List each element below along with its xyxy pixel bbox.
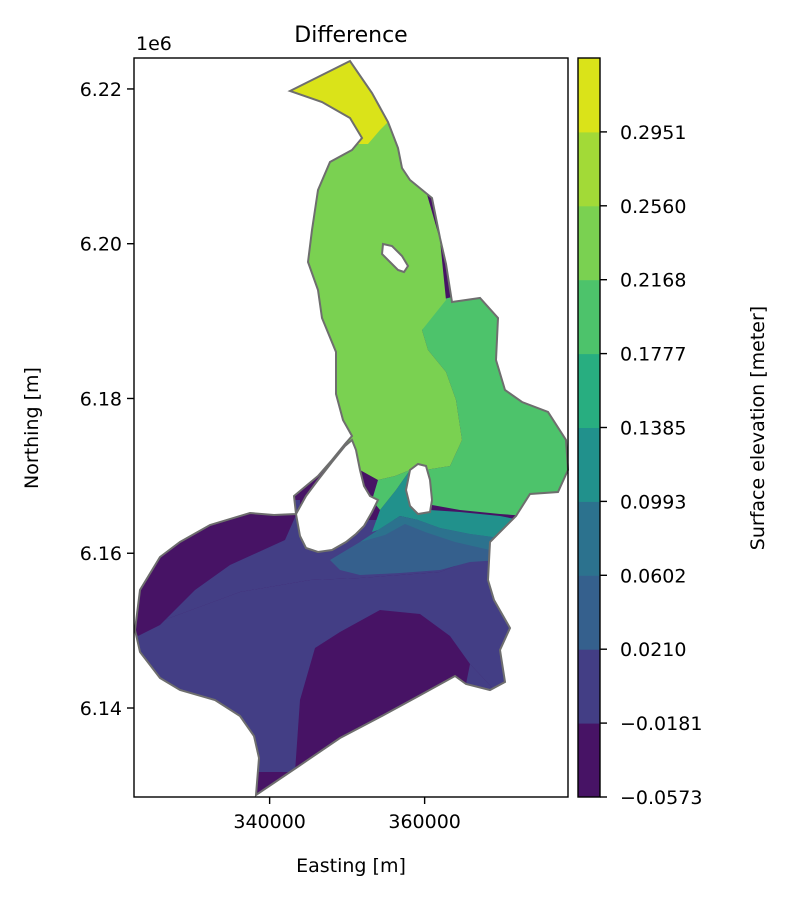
island-central-east bbox=[404, 462, 434, 516]
y-axis-label: Northing [m] bbox=[21, 367, 43, 489]
colorbar-band bbox=[578, 279, 600, 355]
colorbar-ticks: −0.0573 −0.0181 0.0210 0.0602 0.0993 0.1385 0.… bbox=[600, 122, 702, 809]
colorbar-band bbox=[578, 649, 600, 724]
y-offset-label: 1e6 bbox=[136, 33, 172, 55]
colorbar-tick-label: 0.0602 bbox=[620, 565, 686, 587]
colorbar-tick-label: 0.0993 bbox=[620, 491, 686, 513]
chart-title: Difference bbox=[294, 23, 407, 48]
x-tick-label: 360000 bbox=[388, 811, 461, 833]
colorbar-band bbox=[578, 205, 600, 281]
y-tick-label: 6.16 bbox=[80, 543, 122, 565]
contour-band-level-5-south bbox=[372, 470, 410, 510]
colorbar-tick-label: 0.2560 bbox=[620, 196, 686, 218]
y-tick-label: 6.22 bbox=[80, 79, 122, 101]
colorbar-band bbox=[578, 131, 600, 207]
colorbar-tick-label: 0.1385 bbox=[620, 418, 686, 440]
contour-band-level-2 bbox=[330, 518, 500, 575]
colorbar-label: Surface elevation [meter] bbox=[747, 306, 769, 550]
colorbar-tick-label: 0.2951 bbox=[620, 122, 686, 144]
x-tick-label: 340000 bbox=[233, 811, 306, 833]
colorbar-band bbox=[578, 427, 600, 502]
island-north bbox=[380, 242, 410, 274]
colorbar bbox=[577, 57, 601, 798]
colorbar-tick-label: −0.0181 bbox=[620, 713, 702, 735]
contour-band-level-5 bbox=[422, 290, 568, 520]
colorbar-band bbox=[578, 58, 600, 133]
contour-band-level-6 bbox=[300, 110, 462, 480]
y-tick-label: 6.20 bbox=[80, 234, 122, 256]
colorbar-tick-label: 0.1777 bbox=[620, 344, 686, 366]
y-axis: 6.14 6.16 6.18 6.20 6.22 bbox=[80, 79, 134, 720]
colorbar-tick-label: 0.2168 bbox=[620, 270, 686, 292]
y-tick-label: 6.18 bbox=[80, 388, 122, 410]
contour-fill bbox=[135, 61, 568, 795]
contour-band-level-3 bbox=[360, 516, 500, 550]
colorbar-band bbox=[578, 501, 600, 576]
plot-frame bbox=[133, 57, 569, 798]
colorbar-tick-label: 0.0210 bbox=[620, 639, 686, 661]
lake-outline bbox=[133, 59, 570, 797]
colorbar-tick-label: −0.0573 bbox=[620, 787, 702, 809]
colorbar-band bbox=[578, 575, 600, 650]
colorbar-band bbox=[578, 353, 600, 428]
x-axis: 340000 360000 bbox=[233, 797, 461, 833]
x-axis-label: Easting [m] bbox=[296, 855, 406, 877]
island-central-west bbox=[294, 438, 380, 554]
y-tick-label: 6.14 bbox=[80, 698, 122, 720]
colorbar-band bbox=[578, 723, 600, 798]
